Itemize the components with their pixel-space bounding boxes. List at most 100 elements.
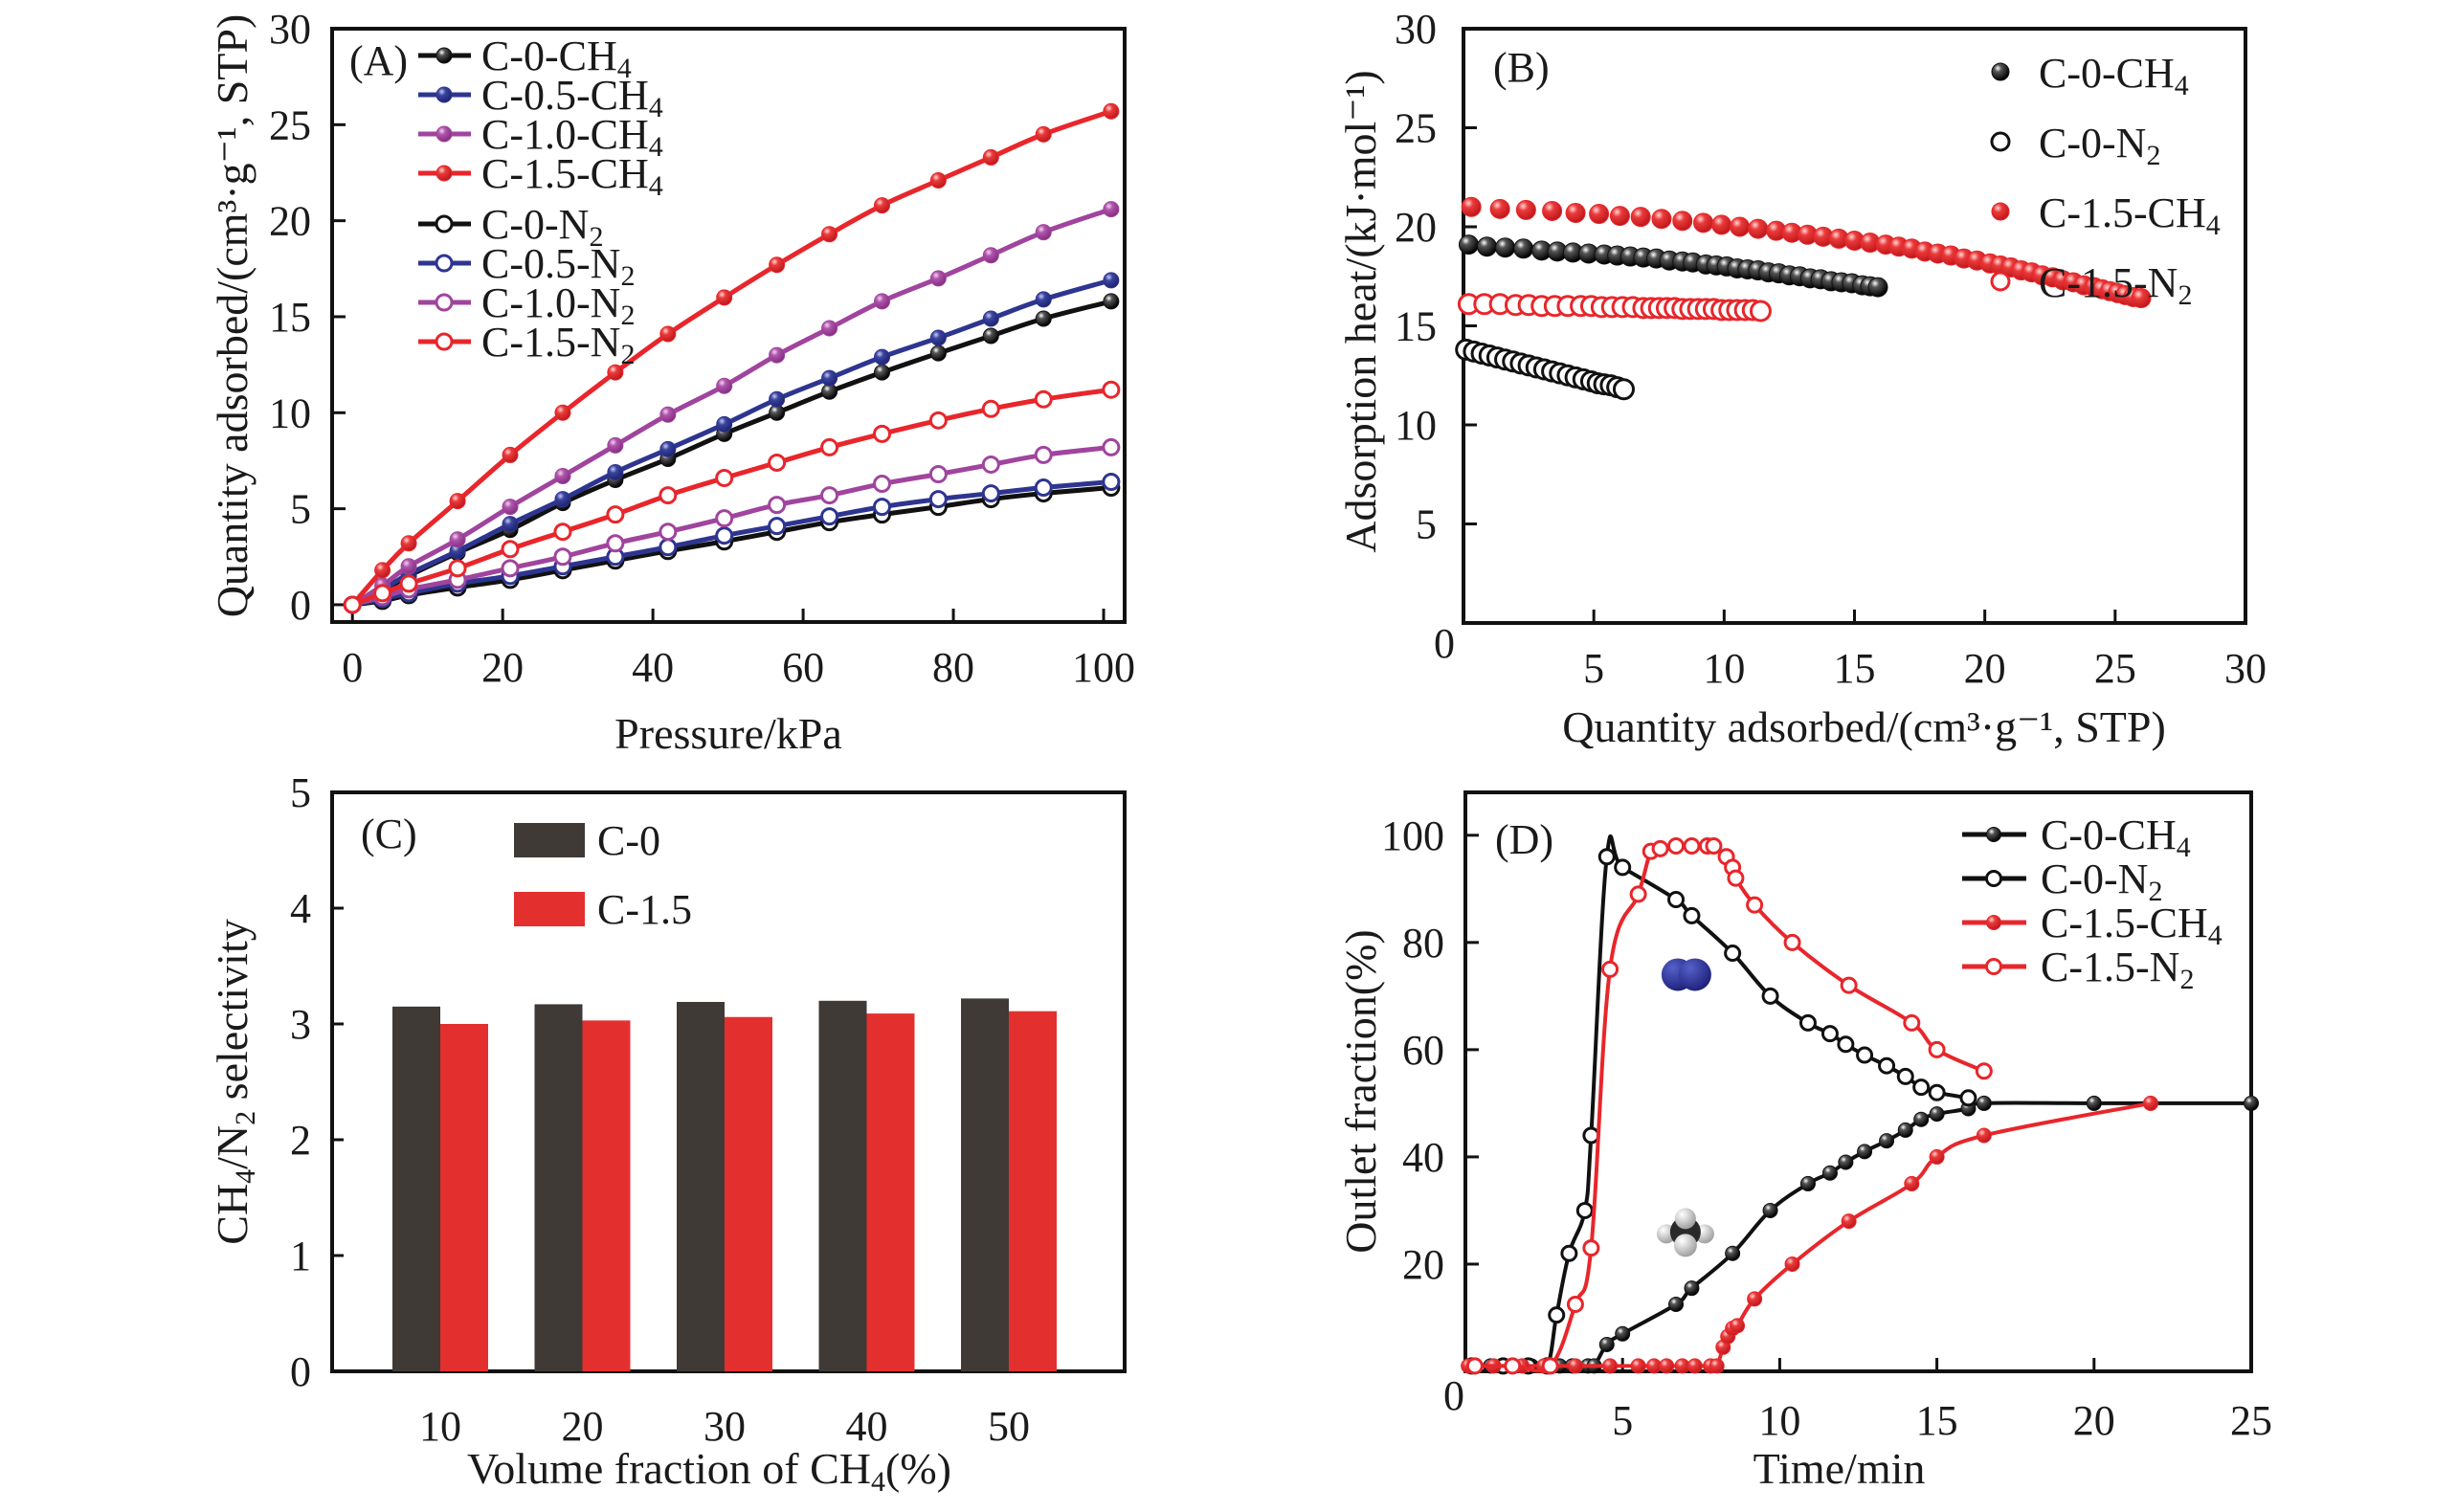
legend-label: C-0.5-CH4 bbox=[481, 72, 663, 123]
data-point bbox=[820, 486, 839, 505]
legend-marker bbox=[1991, 62, 2010, 81]
data-point bbox=[1896, 1067, 1914, 1085]
bar-C-1.5 bbox=[725, 1016, 772, 1371]
data-point bbox=[1659, 1358, 1675, 1374]
data-point bbox=[1725, 1245, 1741, 1261]
legend-label-main: C-0-CH bbox=[481, 33, 617, 79]
legend: C-0 C-1.5 bbox=[514, 817, 692, 933]
legend-label-sub: 4 bbox=[649, 131, 663, 163]
data-point bbox=[716, 377, 733, 394]
data-point bbox=[1103, 293, 1120, 310]
y-tick-label: 100 bbox=[1381, 812, 1444, 859]
series-line bbox=[1471, 834, 1969, 1372]
x-tick-label: 5 bbox=[1612, 1397, 1633, 1444]
data-point bbox=[1683, 837, 1701, 856]
y-axis-title-part: selectivity bbox=[208, 919, 257, 1111]
data-point bbox=[981, 399, 1000, 418]
legend-marker bbox=[436, 86, 453, 103]
data-point bbox=[1724, 945, 1742, 963]
bar-C-0 bbox=[534, 1004, 583, 1371]
y-axis-title-sub: 4 bbox=[230, 1169, 261, 1184]
data-point bbox=[820, 437, 839, 456]
data-point bbox=[1582, 1126, 1600, 1145]
legend-label-sub: 2 bbox=[620, 260, 635, 292]
bar-C-0 bbox=[392, 1006, 440, 1371]
x-tick-label: 60 bbox=[782, 644, 824, 691]
data-point bbox=[1667, 891, 1686, 909]
data-point bbox=[449, 531, 466, 548]
bar-C-0 bbox=[818, 1000, 867, 1371]
data-point bbox=[1709, 1358, 1725, 1374]
data-point bbox=[1857, 1144, 1873, 1160]
legend-marker bbox=[435, 293, 454, 312]
legend-label-main: C-0-CH bbox=[2041, 812, 2177, 858]
data-point bbox=[1629, 885, 1647, 903]
legend-label-sub: 4 bbox=[2175, 70, 2189, 101]
y-tick-label: 2 bbox=[290, 1117, 311, 1164]
data-point bbox=[1672, 211, 1693, 232]
series-line bbox=[1468, 1101, 2251, 1370]
legend-label: C-0-N2 bbox=[481, 201, 603, 253]
series-line bbox=[351, 299, 1112, 608]
data-point bbox=[607, 364, 624, 381]
panel-tag: (B) bbox=[1493, 44, 1550, 91]
legend-marker bbox=[1990, 271, 2011, 292]
nitrogen-atom bbox=[1678, 958, 1711, 991]
data-point bbox=[1034, 478, 1053, 498]
data-point bbox=[768, 453, 787, 472]
data-point bbox=[1730, 216, 1751, 237]
bar-C-0 bbox=[961, 998, 1009, 1371]
legend-label-main: C-0-N bbox=[2041, 856, 2148, 902]
data-point bbox=[1489, 198, 1510, 219]
legend-label-main: C-1.5-N bbox=[2041, 944, 2179, 990]
data-point bbox=[1856, 1046, 1874, 1064]
data-point bbox=[399, 574, 418, 593]
data-point bbox=[872, 498, 891, 517]
data-point bbox=[1477, 236, 1498, 257]
legend-label: C-1.5-CH4 bbox=[481, 150, 663, 202]
y-tick-label: 20 bbox=[269, 198, 311, 245]
legend-label: C-0-CH4 bbox=[2039, 50, 2189, 101]
y-axis-title: Quantity adsorbed/(cm³·g⁻¹, STP) bbox=[208, 14, 257, 618]
y-axis-title: CH4/N2 selectivity bbox=[208, 919, 261, 1244]
data-point bbox=[1495, 237, 1516, 258]
bar-C-1.5 bbox=[866, 1013, 915, 1371]
x-tick-label: 15 bbox=[1834, 645, 1876, 692]
data-point bbox=[768, 517, 787, 536]
data-point bbox=[1841, 1213, 1857, 1230]
data-point bbox=[928, 465, 948, 484]
panel-a: 0 5 10 15 20 25 30 0 20 40 60 80 100 Pressure/kPa Quan… bbox=[208, 6, 1135, 758]
data-point bbox=[400, 535, 417, 552]
data-point bbox=[2244, 1095, 2259, 1111]
legend-label: C-0-CH4 bbox=[2041, 812, 2191, 863]
legend-label-sub: 2 bbox=[589, 221, 603, 253]
data-point bbox=[982, 148, 999, 166]
y-tick-label: 0 bbox=[290, 582, 311, 629]
x-axis-title: Time/min bbox=[1753, 1444, 1926, 1493]
y-tick-label: 25 bbox=[1395, 105, 1437, 152]
data-point bbox=[554, 404, 571, 421]
x-axis-title-tail: (%) bbox=[885, 1444, 951, 1493]
legend-marker bbox=[1990, 131, 2011, 152]
y-tick-label: 4 bbox=[290, 885, 311, 932]
legend-label-main: C-0-N bbox=[481, 201, 589, 248]
data-point bbox=[1913, 1111, 1930, 1127]
data-point bbox=[928, 490, 948, 509]
x-tick-label: 20 bbox=[2073, 1397, 2115, 1444]
data-point bbox=[343, 595, 362, 614]
legend-marker bbox=[1986, 915, 2001, 930]
data-point bbox=[606, 505, 625, 524]
data-point bbox=[873, 197, 890, 214]
legend-label-main: C-1.5-CH bbox=[2039, 189, 2206, 236]
x-tick-label: 20 bbox=[562, 1403, 604, 1450]
x-tick-label: 20 bbox=[481, 644, 524, 691]
data-point bbox=[820, 507, 839, 526]
data-point bbox=[659, 523, 678, 542]
data-point bbox=[1693, 212, 1714, 233]
x-axis-title-sub: 4 bbox=[871, 1466, 885, 1498]
y-tick-label: 20 bbox=[1395, 204, 1437, 251]
data-point bbox=[981, 455, 1000, 474]
data-point bbox=[2131, 288, 2152, 309]
x-tick-label: 20 bbox=[1964, 645, 2006, 692]
